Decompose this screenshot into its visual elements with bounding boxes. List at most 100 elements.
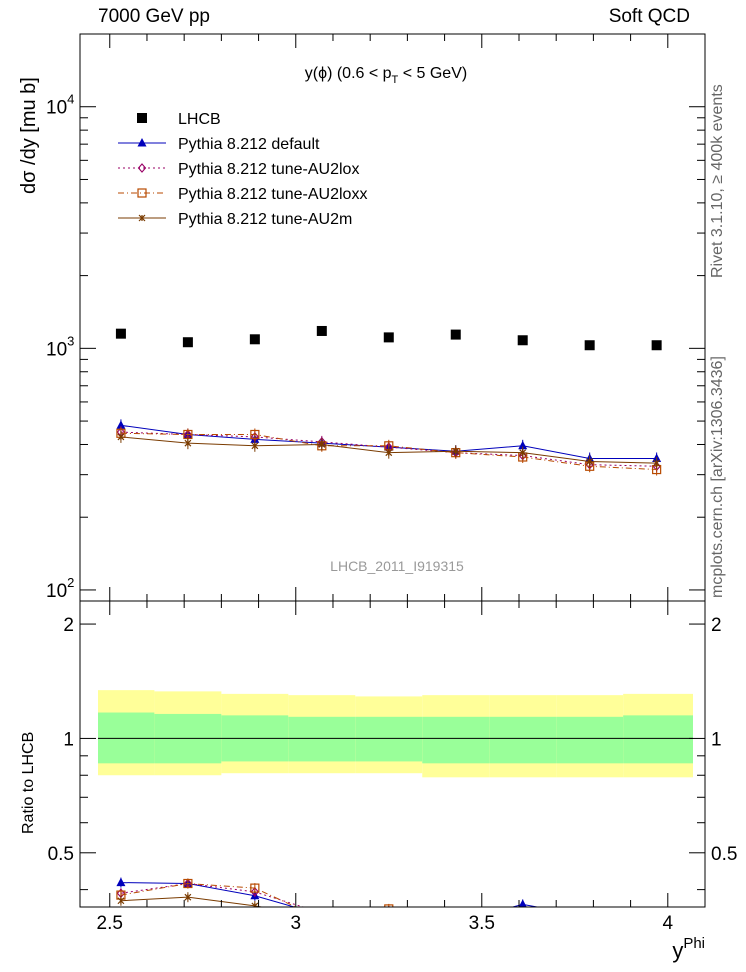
point-pythia-8-212-tune-au2m (318, 441, 326, 448)
legend-entry-pythia-8-212-tune-au2lox: Pythia 8.212 tune-AU2lox (118, 161, 359, 178)
ratio-point-pythia-8-212-tune-au2lox (586, 922, 593, 930)
point-lhcb (517, 335, 528, 346)
inner-band-segment (355, 716, 423, 762)
ratio-point-pythia-8-212-tune-au2loxx (318, 915, 326, 923)
inner-band-segment (556, 716, 624, 764)
y-tick-label: 102 (46, 575, 74, 602)
tick-marks (80, 33, 705, 907)
ratio-tick-label-left: 1 (63, 729, 74, 750)
axis-tick-labels: 2.5 3 3.5 4 102 103 104 0.5 0.5 1 1 2 2 (46, 92, 737, 934)
ratio-tick-label-left: 2 (63, 615, 74, 636)
ratio-point-pythia-8-212-tune-au2m (654, 921, 660, 927)
point-pythia-8-212-tune-au2m (519, 449, 527, 457)
legend-marker (137, 163, 147, 173)
legend: LHCB Pythia 8.212 default Pythia 8.212 tun… (118, 111, 367, 228)
ratio-point-pythia-8-212-tune-au2loxx (586, 925, 594, 933)
legend-marker (137, 188, 147, 198)
ratio-tick-label-right: 2 (711, 615, 722, 636)
main-series-group (115, 325, 662, 476)
ratio-point-pythia-8-212-tune-au2m (184, 893, 192, 901)
ratio-tick-label-left: 0.5 (48, 844, 74, 865)
legend-label: Pythia 8.212 tune-AU2lox (178, 161, 359, 178)
ratio-line-pythia-8-212-default (120, 882, 540, 907)
legend-label: LHCB (178, 111, 221, 128)
point-lhcb (249, 334, 260, 345)
ratio-line-pythia-8-212-tune-au2lox (120, 882, 305, 907)
point-pythia-8-212-tune-au2m (653, 459, 661, 467)
point-pythia-8-212-tune-au2loxx (250, 429, 260, 440)
legend-marker (138, 214, 146, 222)
x-tick-label: 2.5 (97, 913, 123, 934)
ratio-point-pythia-8-212-tune-au2m (319, 914, 325, 920)
ratio-point-pythia-8-212-tune-au2m (386, 917, 392, 923)
header-right: Soft QCD (608, 6, 690, 27)
ratio-point-pythia-8-212-tune-au2lox (519, 916, 526, 924)
ratio-point-pythia-8-212-tune-au2lox (250, 887, 260, 897)
ratio-point-pythia-8-212-default (518, 899, 527, 907)
point-lhcb (115, 328, 126, 339)
legend-marker (137, 138, 147, 147)
ratio-point-pythia-8-212-tune-au2loxx (384, 904, 394, 907)
ratio-point-pythia-8-212-default (585, 912, 594, 921)
y-tick-label: 103 (46, 333, 74, 360)
point-lhcb (450, 329, 461, 340)
legend-entry-pythia-8-212-tune-au2loxx: Pythia 8.212 tune-AU2loxx (118, 186, 367, 203)
axes-group (79, 33, 706, 908)
point-pythia-8-212-default (116, 420, 126, 429)
ratio-line-pythia-8-212-tune-au2loxx (120, 883, 297, 907)
inner-band-segment (288, 716, 356, 762)
ratio-point-pythia-8-212-tune-au2loxx (519, 918, 527, 926)
point-lhcb (584, 340, 595, 351)
ratio-point-pythia-8-212-default (451, 917, 460, 926)
x-tick-label: 3 (290, 913, 301, 934)
chart-title-tail: < 5 GeV) (398, 65, 467, 82)
point-lhcb (651, 340, 662, 351)
ratio-point-pythia-8-212-tune-au2lox (388, 906, 390, 907)
ratio-series-group (116, 877, 661, 938)
inner-band-segment (623, 715, 693, 764)
legend-marker (137, 113, 147, 123)
chart-title: y(ϕ) (0.6 < pT < 5 GeV) (305, 65, 467, 86)
legend-entry-pythia-8-212-tune-au2m: Pythia 8.212 tune-AU2m (118, 211, 352, 228)
legend-label: Pythia 8.212 default (178, 136, 320, 153)
point-pythia-8-212-tune-au2m (452, 447, 460, 455)
inner-band-segment (98, 712, 155, 764)
ratio-point-pythia-8-212-tune-au2loxx (452, 920, 460, 928)
ratio-point-pythia-8-212-tune-au2loxx (250, 883, 260, 893)
main-plot-frame (79, 33, 706, 602)
point-lhcb (316, 325, 327, 336)
point-lhcb (383, 332, 394, 343)
point-pythia-8-212-tune-au2m (251, 442, 259, 450)
header-left: 7000 GeV pp (98, 6, 210, 27)
ratio-point-pythia-8-212-tune-au2m (251, 902, 259, 907)
ratio-point-pythia-8-212-tune-au2m (117, 897, 125, 905)
legend-entry-pythia-8-212-default: Pythia 8.212 default (118, 136, 320, 153)
ratio-point-pythia-8-212-default (317, 910, 326, 919)
point-pythia-8-212-tune-au2m (184, 439, 192, 447)
x-axis-label: yPhi (672, 935, 705, 963)
x-axis-label-sup: Phi (683, 935, 705, 952)
watermark-text: LHCB_2011_I919315 (330, 558, 464, 574)
point-pythia-8-212-tune-au2m (117, 433, 125, 441)
ratio-plot-frame (79, 600, 706, 908)
ratio-point-pythia-8-212-default (652, 912, 661, 921)
legend-label: Pythia 8.212 tune-AU2m (178, 211, 352, 228)
ratio-tick-label-right: 0.5 (711, 844, 737, 865)
point-pythia-8-212-tune-au2m (385, 449, 393, 457)
chart-title-sub: T (392, 74, 399, 86)
point-pythia-8-212-default (518, 440, 528, 450)
ratio-uncertainty-bands (98, 690, 693, 778)
ratio-point-pythia-8-212-tune-au2lox (653, 925, 660, 933)
inner-band-segment (489, 716, 557, 764)
x-axis-label-main: y (672, 938, 683, 963)
ratio-point-pythia-8-212-tune-au2loxx (653, 930, 661, 938)
ratio-point-pythia-8-212-tune-au2m (587, 918, 593, 924)
ratio-point-pythia-8-212-tune-au2m (453, 919, 459, 925)
ratio-point-pythia-8-212-tune-au2lox (318, 909, 325, 917)
ratio-point-pythia-8-212-tune-au2m (520, 912, 526, 918)
legend-entry-lhcb: LHCB (137, 111, 221, 128)
ratio-point-pythia-8-212-default (116, 877, 126, 887)
legend-label: Pythia 8.212 tune-AU2loxx (178, 186, 367, 203)
point-lhcb (182, 337, 193, 348)
